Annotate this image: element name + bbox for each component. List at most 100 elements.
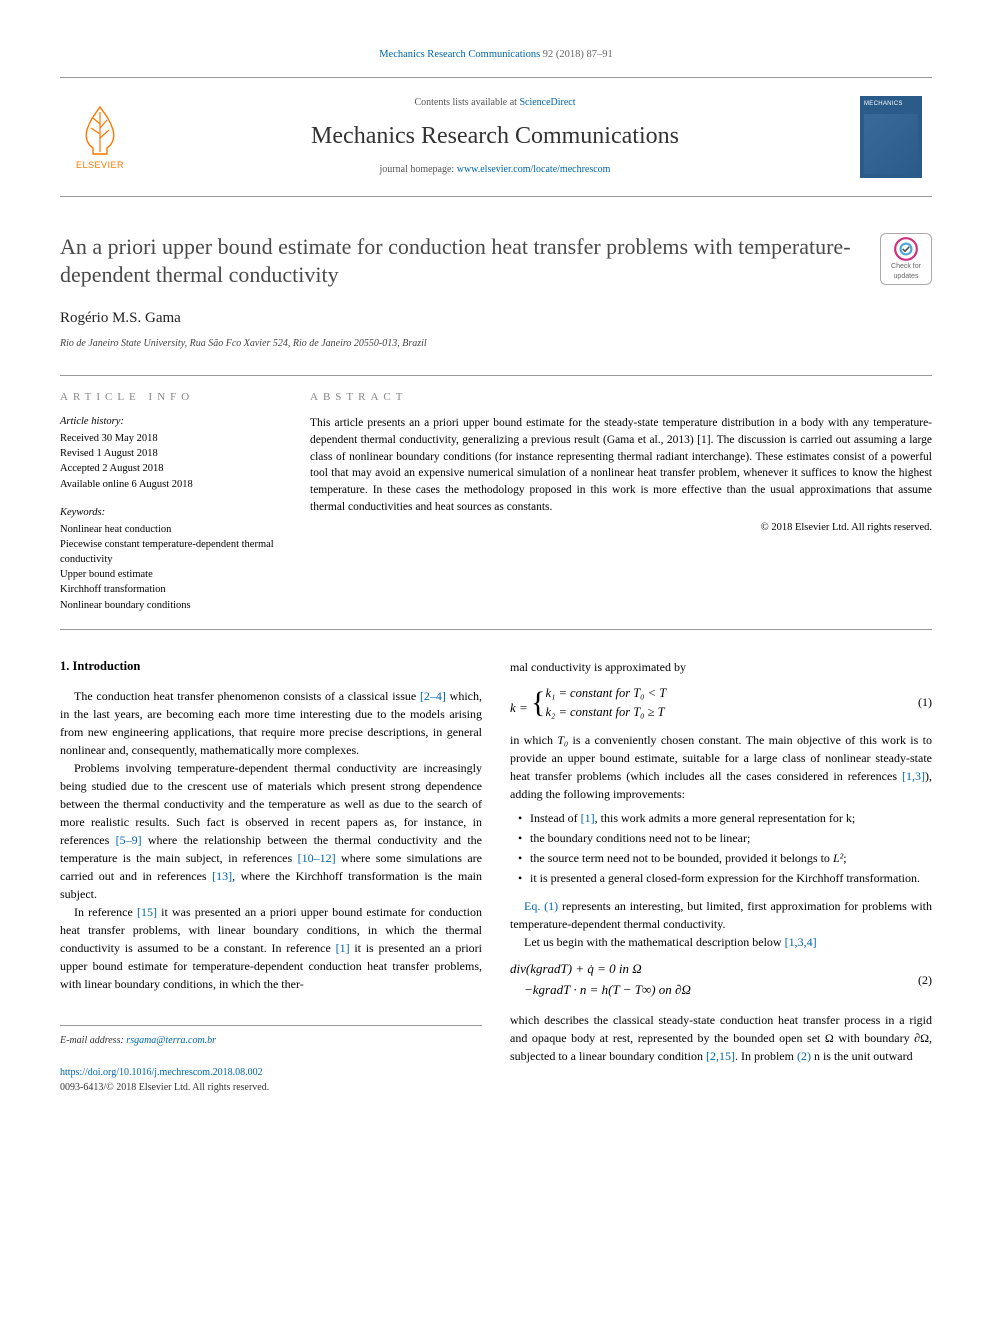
eq1-number: (1) [902,694,932,711]
publisher-logo-block: ELSEVIER [60,78,140,196]
cite-1-3[interactable]: [1,3] [902,769,925,783]
publisher-name: ELSEVIER [76,159,124,172]
para-r-cont: mal conductivity is approximated by [510,658,932,676]
abstract-copyright: © 2018 Elsevier Ltd. All rights reserved… [310,521,932,536]
keyword-4: Nonlinear boundary conditions [60,598,286,613]
para-l2: Problems involving temperature-dependent… [60,759,482,903]
body-two-column: 1. Introduction The conduction heat tran… [60,658,932,1096]
doi-link[interactable]: https://doi.org/10.1016/j.mechrescom.201… [60,1067,263,1078]
masthead: ELSEVIER Contents lists available at Sci… [60,77,932,197]
journal-cover-thumbnail: MECHANICS [860,96,922,178]
eq2-line2: −kgradT · n = h(T − T∞) on ∂Ω [510,980,902,1001]
p-r2-var: T₀ [557,733,568,747]
equation-1: k = { k₁ = constant for T₀ < T k₂ = cons… [510,684,932,722]
contents-prefix: Contents lists available at [414,97,519,108]
para-r5: which describes the classical steady-sta… [510,1011,932,1065]
article-info-heading: ARTICLE INFO [60,390,286,405]
keyword-0: Nonlinear heat conduction [60,522,286,537]
elsevier-tree-icon [75,102,125,157]
bullet-1: the boundary conditions need not to be l… [518,829,932,847]
left-column: 1. Introduction The conduction heat tran… [60,658,482,1096]
cite-1[interactable]: [1] [336,941,350,955]
cite-prob2[interactable]: (2) [797,1049,811,1063]
author-email-link[interactable]: rsgama@terra.com.br [126,1035,216,1046]
cite-13[interactable]: [13] [212,869,232,883]
cite-1-3-4[interactable]: [1,3,4] [785,935,817,949]
journal-name: Mechanics Research Communications [140,120,850,154]
cover-label: MECHANICS [860,96,922,110]
left-brace-icon: { [531,691,545,715]
history-online: Available online 6 August 2018 [60,477,286,492]
running-journal: Mechanics Research Communications [379,49,540,60]
cite-2-4[interactable]: [2–4] [420,689,446,703]
cite-b0[interactable]: [1] [581,811,595,825]
b0-post: , this work admits a more general repres… [595,811,856,825]
para-l3: In reference [15] it was presented an a … [60,903,482,993]
eq1-row1: k₁ = constant for T₀ < T [545,684,666,703]
eq2-line1: div(kgradT) + q̇ = 0 in Ω [510,959,902,980]
article-title: An a priori upper bound estimate for con… [60,233,860,290]
cite-eq1[interactable]: Eq. (1) [524,899,558,913]
b2-post: ; [843,851,846,865]
abstract-column: ABSTRACT This article presents an a prio… [310,390,932,613]
improvements-list: Instead of [1], this work admits a more … [518,809,932,887]
keyword-1: Piecewise constant temperature-dependent… [60,537,286,567]
email-line: E-mail address: rsgama@terra.com.br [60,1034,482,1048]
issn-line: 0093-6413/© 2018 Elsevier Ltd. All right… [60,1081,482,1095]
b2-pre: the source term need not to be bounded, … [530,851,833,865]
author-affiliation: Rio de Janeiro State University, Rua São… [60,337,932,351]
article-info-column: ARTICLE INFO Article history: Received 3… [60,390,310,613]
eq1-lhs: k = [510,700,528,715]
info-abstract-row: ARTICLE INFO Article history: Received 3… [60,390,932,613]
right-column: mal conductivity is approximated by k = … [510,658,932,1096]
cite-5-9[interactable]: [5–9] [116,833,142,847]
section-1-heading: 1. Introduction [60,658,482,676]
doi-line: https://doi.org/10.1016/j.mechrescom.201… [60,1066,482,1080]
equation-2: div(kgradT) + q̇ = 0 in Ω −kgradT · n = … [510,959,932,1001]
updates-line2: updates [894,272,919,282]
masthead-cover-block: MECHANICS [850,78,932,196]
title-block: An a priori upper bound estimate for con… [60,233,932,290]
cite-15[interactable]: [15] [137,905,157,919]
history-accepted: Accepted 2 August 2018 [60,461,286,476]
page-root: Mechanics Research Communications 92 (20… [0,0,992,1135]
p-r5-post: . In problem [735,1049,797,1063]
email-label: E-mail address: [60,1035,126,1046]
b2-var: L² [833,851,843,865]
sciencedirect-link[interactable]: ScienceDirect [519,97,575,108]
history-label: Article history: [60,415,286,430]
keyword-3: Kirchhoff transformation [60,582,286,597]
masthead-center: Contents lists available at ScienceDirec… [140,78,850,196]
updates-line1: Check for [891,262,921,272]
check-updates-icon [893,236,919,262]
history-received: Received 30 May 2018 [60,431,286,446]
keyword-2: Upper bound estimate [60,567,286,582]
p-r5-post2: n is the unit outward [811,1049,913,1063]
b0-pre: Instead of [530,811,581,825]
p-r3-post: represents an interesting, but limited, … [510,899,932,931]
eq1-row2: k₂ = constant for T₀ ≥ T [545,703,666,722]
journal-homepage-link[interactable]: www.elsevier.com/locate/mechrescom [457,164,611,175]
bullet-2: the source term need not to be bounded, … [518,849,932,867]
para-r3: Eq. (1) represents an interesting, but l… [510,897,932,933]
eq2-number: (2) [902,972,932,989]
bullet-0: Instead of [1], this work admits a more … [518,809,932,827]
running-header: Mechanics Research Communications 92 (20… [60,48,932,63]
para-l1: The conduction heat transfer phenomenon … [60,687,482,759]
cite-2-15[interactable]: [2,15] [706,1049,735,1063]
history-revised: Revised 1 August 2018 [60,446,286,461]
para-r4: Let us begin with the mathematical descr… [510,933,932,951]
p-r2-pre: in which [510,733,557,747]
contents-available-line: Contents lists available at ScienceDirec… [140,96,850,110]
cover-art [864,114,918,174]
p-l3-pre: In reference [74,905,137,919]
rule-above-info [60,375,932,376]
para-r2: in which T₀ is a conveniently chosen con… [510,731,932,803]
check-updates-badge[interactable]: Check for updates [880,233,932,285]
cite-10-12[interactable]: [10–12] [298,851,336,865]
abstract-heading: ABSTRACT [310,390,932,405]
bullet-3: it is presented a general closed-form ex… [518,869,932,887]
keywords-label: Keywords: [60,506,286,521]
eq1-body: k = { k₁ = constant for T₀ < T k₂ = cons… [510,684,902,722]
p-r2-mid: is a conveniently chosen constant. The m… [510,733,932,783]
